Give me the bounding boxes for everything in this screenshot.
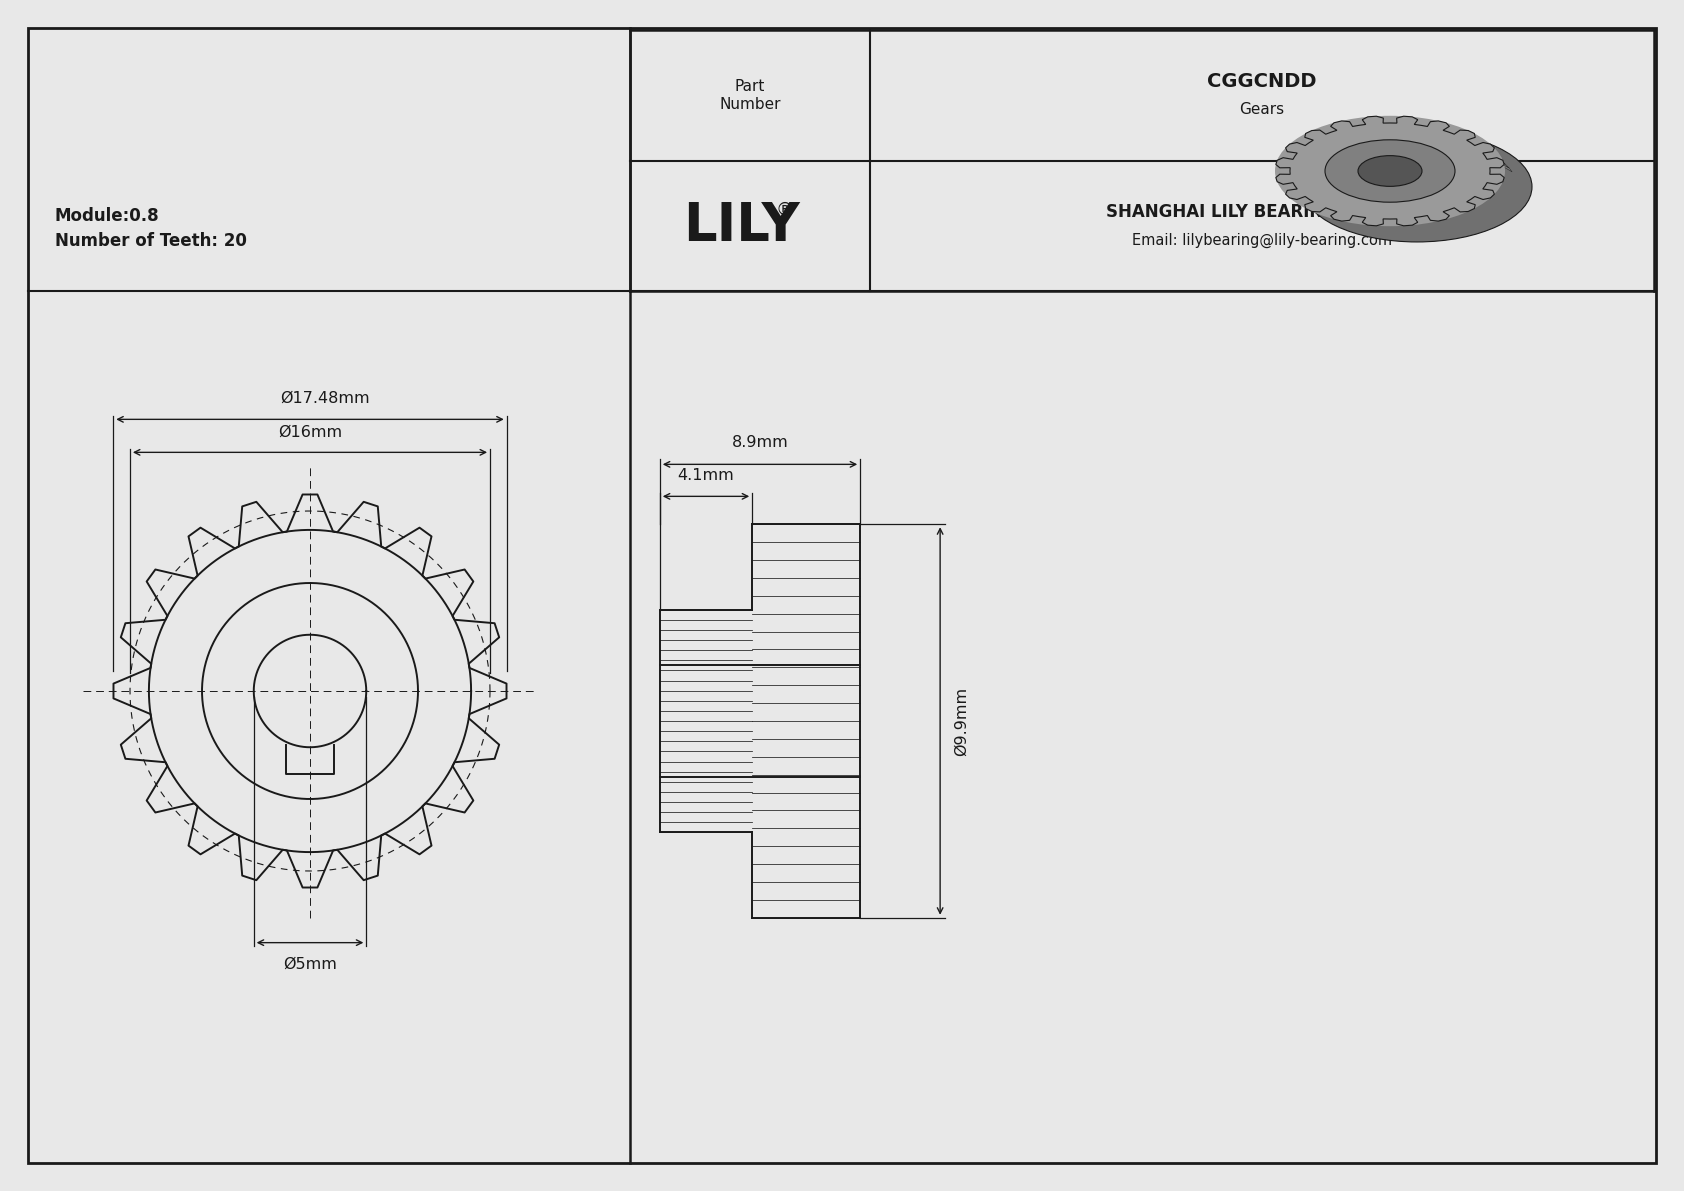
Polygon shape xyxy=(1394,123,1430,139)
Polygon shape xyxy=(1443,154,1467,168)
Polygon shape xyxy=(1479,149,1509,168)
Polygon shape xyxy=(1324,132,1356,151)
Polygon shape xyxy=(1452,162,1474,177)
Polygon shape xyxy=(1386,139,1415,151)
Polygon shape xyxy=(1366,141,1394,152)
Text: LILY: LILY xyxy=(684,200,800,252)
Polygon shape xyxy=(1438,150,1462,164)
Ellipse shape xyxy=(1275,116,1505,226)
Text: Part
Number: Part Number xyxy=(719,80,781,112)
Text: ®: ® xyxy=(775,201,793,219)
Text: 4.1mm: 4.1mm xyxy=(677,468,734,484)
Polygon shape xyxy=(1302,145,1334,164)
Polygon shape xyxy=(1376,139,1404,151)
Text: Email: lilybearing@lily-bearing.com: Email: lilybearing@lily-bearing.com xyxy=(1132,232,1393,248)
Text: CGGCNDD: CGGCNDD xyxy=(1207,71,1317,91)
Polygon shape xyxy=(1369,124,1404,139)
Text: Gears: Gears xyxy=(1239,102,1285,117)
Polygon shape xyxy=(1295,152,1325,172)
Polygon shape xyxy=(1332,154,1356,168)
Polygon shape xyxy=(1436,129,1470,146)
Polygon shape xyxy=(1298,149,1329,168)
Text: Number of Teeth: 20: Number of Teeth: 20 xyxy=(56,232,248,250)
Ellipse shape xyxy=(1302,131,1532,242)
Polygon shape xyxy=(1329,130,1364,149)
Text: Ø17.48mm: Ø17.48mm xyxy=(280,391,370,405)
Polygon shape xyxy=(1317,136,1351,154)
Polygon shape xyxy=(1312,138,1344,157)
Polygon shape xyxy=(1329,157,1351,173)
Polygon shape xyxy=(1386,123,1421,139)
Polygon shape xyxy=(1361,124,1396,141)
Polygon shape xyxy=(1344,126,1379,144)
Polygon shape xyxy=(1474,145,1505,164)
Polygon shape xyxy=(1443,130,1477,149)
Polygon shape xyxy=(1307,142,1339,161)
Polygon shape xyxy=(1430,146,1457,161)
Polygon shape xyxy=(1423,144,1450,157)
Polygon shape xyxy=(1450,132,1484,151)
Text: Ø9.9mm: Ø9.9mm xyxy=(955,686,968,755)
Polygon shape xyxy=(1420,125,1455,143)
Text: 8.9mm: 8.9mm xyxy=(731,436,788,450)
Text: SHANGHAI LILY BEARING LIMITED: SHANGHAI LILY BEARING LIMITED xyxy=(1106,202,1418,222)
Polygon shape xyxy=(1394,139,1423,151)
Polygon shape xyxy=(1403,124,1438,139)
Text: Module:0.8: Module:0.8 xyxy=(56,207,160,225)
Polygon shape xyxy=(1337,129,1371,146)
Polygon shape xyxy=(1357,142,1386,155)
Polygon shape xyxy=(1482,152,1512,172)
Polygon shape xyxy=(1337,150,1361,164)
Polygon shape xyxy=(1448,157,1470,173)
Polygon shape xyxy=(1411,124,1447,141)
Polygon shape xyxy=(1378,123,1413,139)
Ellipse shape xyxy=(1357,156,1421,186)
Polygon shape xyxy=(1463,138,1495,157)
Ellipse shape xyxy=(1325,139,1455,202)
Polygon shape xyxy=(1342,146,1369,161)
Polygon shape xyxy=(1457,136,1490,154)
Text: Ø5mm: Ø5mm xyxy=(283,956,337,972)
Polygon shape xyxy=(1276,117,1504,226)
Polygon shape xyxy=(1349,144,1376,157)
Polygon shape xyxy=(1325,162,1347,177)
Polygon shape xyxy=(1428,126,1463,144)
Polygon shape xyxy=(1404,141,1433,152)
Text: Ø16mm: Ø16mm xyxy=(278,424,342,439)
Polygon shape xyxy=(1468,142,1500,161)
Polygon shape xyxy=(1352,125,1388,143)
Polygon shape xyxy=(1413,142,1442,155)
